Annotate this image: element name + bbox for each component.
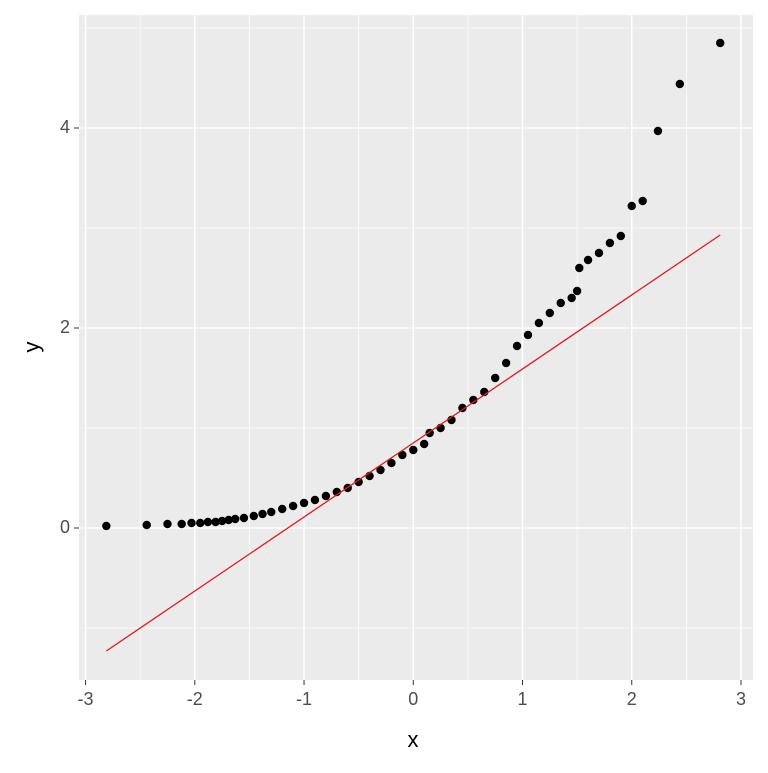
point: [321, 491, 331, 501]
point: [387, 458, 396, 468]
point: [583, 255, 593, 265]
point: [102, 521, 111, 531]
point: [217, 516, 227, 526]
point: [616, 231, 626, 241]
point: [163, 519, 172, 529]
y-tick-label: 4: [60, 117, 70, 137]
point: [249, 511, 258, 521]
y-tick-label: 0: [60, 517, 70, 537]
point: [575, 263, 584, 273]
point: [594, 248, 604, 258]
y-axis-title: y: [19, 342, 44, 353]
point: [469, 395, 478, 405]
x-tick-label: 2: [627, 689, 637, 709]
panel: [79, 15, 753, 680]
point: [299, 498, 309, 508]
x-tick-label: 0: [408, 689, 418, 709]
point: [409, 445, 418, 455]
point: [177, 519, 186, 529]
point: [490, 373, 500, 383]
x-tick-label: -3: [78, 689, 94, 709]
point: [354, 477, 363, 487]
point: [267, 507, 276, 517]
point: [288, 501, 298, 511]
x-axis-title: x: [408, 727, 419, 752]
point: [142, 520, 151, 530]
point: [675, 79, 685, 89]
point: [572, 286, 582, 296]
point: [567, 293, 576, 303]
point: [224, 515, 233, 525]
x-tick-label: 1: [517, 689, 527, 709]
point: [203, 517, 213, 527]
x-tick-label: -2: [187, 689, 203, 709]
point: [187, 518, 196, 528]
point: [501, 358, 511, 368]
point: [196, 518, 205, 528]
point: [716, 38, 725, 48]
y-tick-label: 2: [60, 317, 70, 337]
point: [310, 495, 320, 505]
point: [398, 450, 407, 460]
point: [231, 514, 240, 524]
point: [523, 330, 533, 340]
point: [534, 318, 544, 328]
point: [605, 238, 615, 248]
point: [556, 298, 565, 308]
point: [277, 504, 287, 514]
point: [419, 439, 429, 449]
point: [545, 308, 555, 318]
x-tick-label: 3: [736, 689, 746, 709]
reference-line: [105, 234, 721, 652]
x-tick-label: -1: [296, 689, 312, 709]
point: [376, 465, 385, 475]
point: [653, 126, 663, 136]
point: [458, 403, 467, 413]
point: [258, 509, 267, 519]
point: [211, 517, 220, 527]
point: [512, 341, 522, 351]
point: [239, 513, 249, 523]
point: [638, 196, 647, 206]
point: [627, 201, 636, 211]
